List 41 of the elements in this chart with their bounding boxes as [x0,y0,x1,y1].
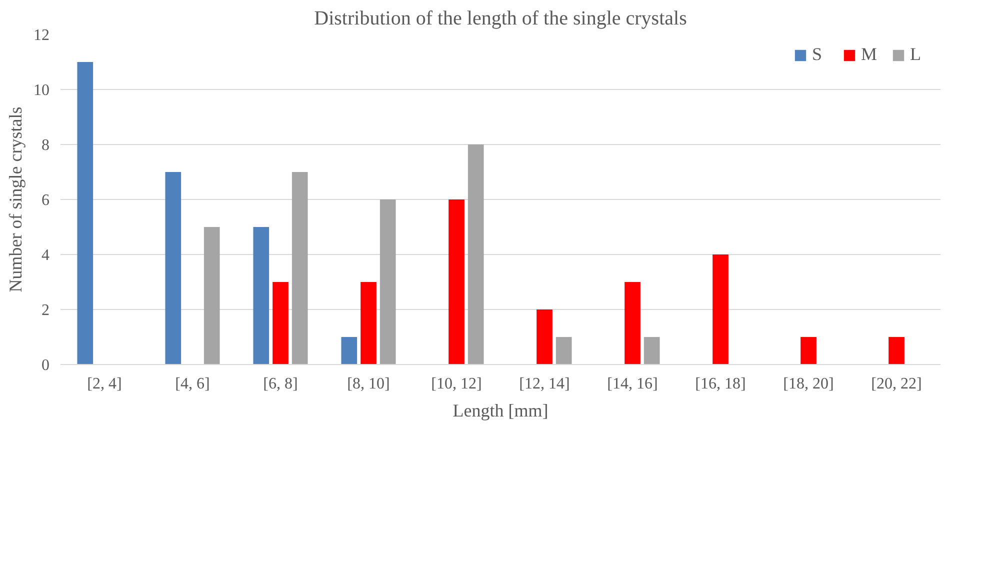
bar [468,144,484,364]
bar [556,337,572,364]
bar [800,337,816,364]
x-tick-label: [2, 4] [87,376,122,392]
bar [165,172,182,364]
legend-label: L [910,44,922,65]
legend-label: S [812,44,824,65]
bar [644,337,660,364]
x-tick-label: [6, 8] [263,376,298,392]
bar [292,172,308,364]
legend-label: M [861,44,878,65]
bar [77,62,94,364]
bar [360,282,376,364]
x-tick-label: [20, 22] [871,376,922,392]
bar [712,254,728,364]
bar [253,227,270,364]
x-tick-label: [14, 16] [607,376,658,392]
y-tick-label: 8 [42,137,50,154]
y-tick-label: 4 [42,247,50,264]
bar [624,282,640,364]
x-tick-label: [10, 12] [431,376,482,392]
bar [888,337,904,364]
bar [341,337,358,364]
y-tick-label: 12 [34,27,50,44]
bar [272,282,288,364]
x-tick-label: [18, 20] [783,376,834,392]
bar [380,200,396,364]
chart-title: Distribution of the length of the single crystals [314,8,688,30]
y-tick-label: 10 [34,82,50,99]
y-tick-label: 6 [42,192,50,209]
x-axis-title: Length [mm] [452,400,548,420]
y-tick-label: 2 [42,302,50,319]
y-tick-label: 0 [42,357,50,374]
x-tick-label: [16, 18] [695,376,746,392]
x-tick-label: [12, 14] [519,376,570,392]
bar [536,310,552,364]
bar [204,227,220,364]
x-tick-label: [8, 10] [347,376,390,392]
y-axis-title: Number of single crystals [6,106,26,292]
bar [448,200,464,364]
x-tick-label: [4, 6] [175,376,210,392]
